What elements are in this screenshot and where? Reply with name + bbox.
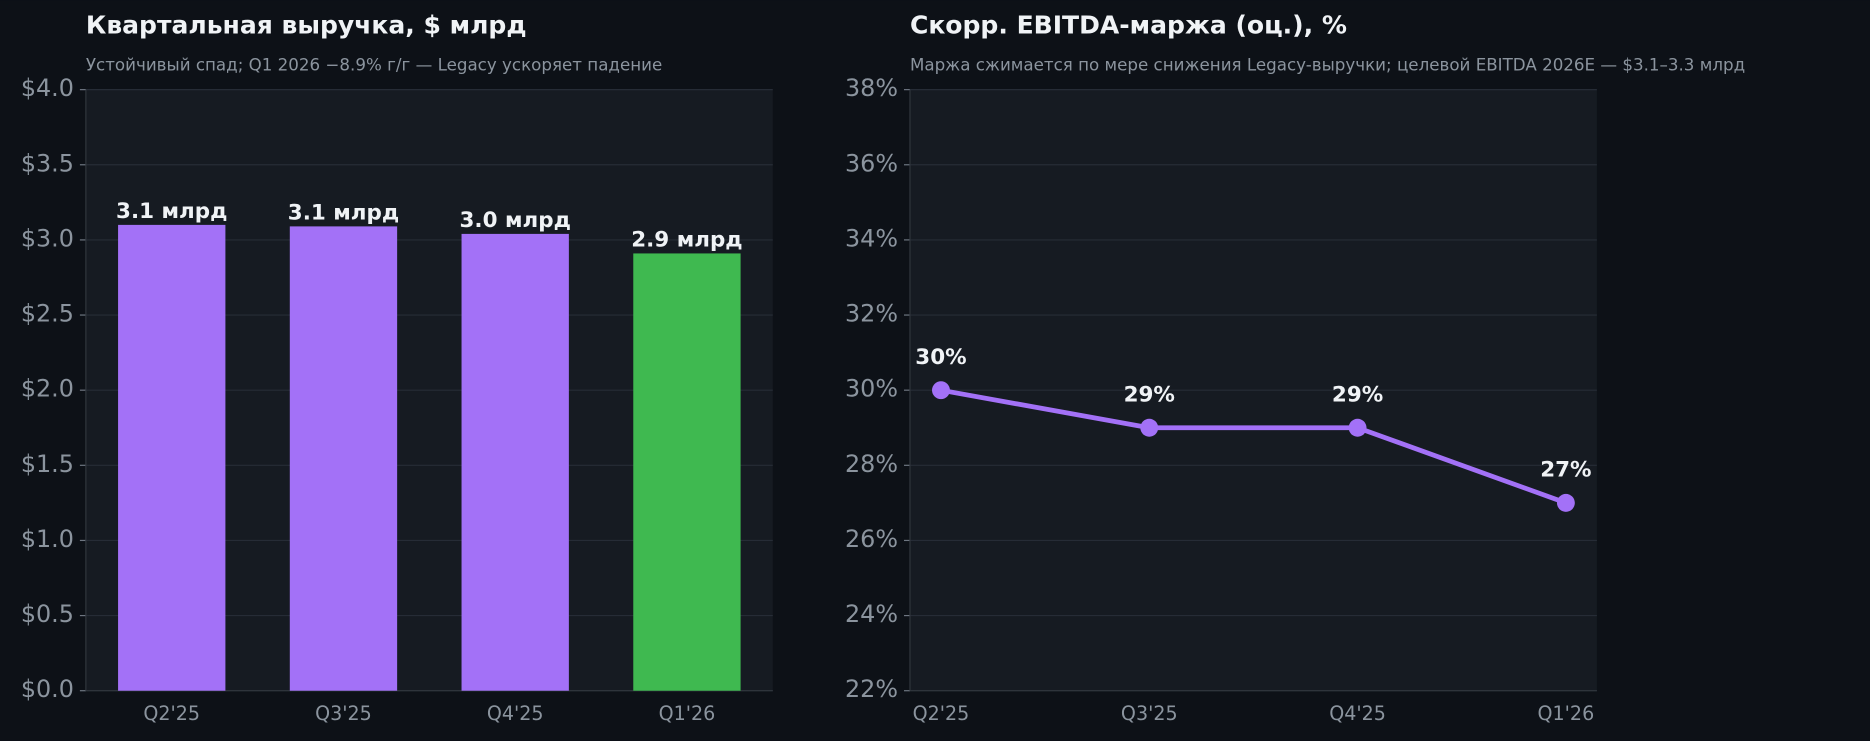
y-tick-label: 30%: [845, 375, 898, 403]
value-label: 2.9 млрд: [631, 227, 742, 252]
chart-subtitle: Устойчивый спад; Q1 2026 −8.9% г/г — Leg…: [86, 55, 662, 74]
y-tick-label: 38%: [845, 74, 898, 102]
x-tick-label: Q3'25: [315, 703, 372, 725]
chart-subtitle: Маржа сжимается по мере снижения Legacy-…: [910, 55, 1745, 74]
x-tick-label: Q4'25: [487, 703, 544, 725]
bar: [633, 253, 741, 691]
value-label: 27%: [1540, 458, 1591, 483]
x-tick-label: Q2'25: [143, 703, 200, 725]
y-tick-label: 34%: [845, 224, 898, 252]
x-tick-label: Q1'26: [1538, 703, 1595, 725]
y-tick-label: $4.0: [21, 74, 74, 102]
value-label: 30%: [915, 345, 966, 370]
y-tick-label: 36%: [845, 149, 898, 177]
y-tick-label: 24%: [845, 600, 898, 628]
x-tick-label: Q2'25: [913, 703, 970, 725]
y-tick-label: $1.5: [21, 450, 74, 478]
y-tick-label: $2.5: [21, 300, 74, 328]
point: [932, 381, 950, 400]
bar: [118, 224, 226, 691]
x-tick-label: Q4'25: [1329, 703, 1386, 725]
y-tick-label: $3.0: [21, 224, 74, 252]
y-tick-label: 32%: [845, 300, 898, 328]
point: [1556, 493, 1575, 512]
x-tick-label: Q3'25: [1121, 703, 1178, 725]
y-tick-label: $1.0: [21, 525, 74, 553]
y-tick-label: $3.5: [21, 149, 74, 177]
value-label: 29%: [1332, 383, 1383, 408]
point: [1348, 418, 1367, 437]
y-tick-label: $2.0: [21, 375, 74, 403]
line: [940, 387, 1567, 506]
point: [1140, 418, 1159, 437]
value-label: 3.0 млрд: [460, 208, 571, 233]
y-tick-label: $0.5: [21, 600, 74, 628]
bar: [289, 226, 398, 691]
value-label: 29%: [1124, 383, 1175, 408]
y-tick-label: 22%: [845, 675, 898, 703]
value-label: 3.1 млрд: [288, 200, 399, 225]
bar: [461, 233, 569, 691]
value-label: 3.1 млрд: [116, 199, 227, 224]
y-tick-label: $0.0: [21, 675, 74, 703]
chart-title: Скорр. EBITDA-маржа (оц.), %: [910, 10, 1347, 39]
y-tick-label: 26%: [845, 525, 898, 553]
y-tick-label: 28%: [845, 450, 898, 478]
x-tick-label: Q1'26: [659, 703, 716, 725]
chart-title: Квартальная выручка, $ млрд: [86, 10, 527, 39]
